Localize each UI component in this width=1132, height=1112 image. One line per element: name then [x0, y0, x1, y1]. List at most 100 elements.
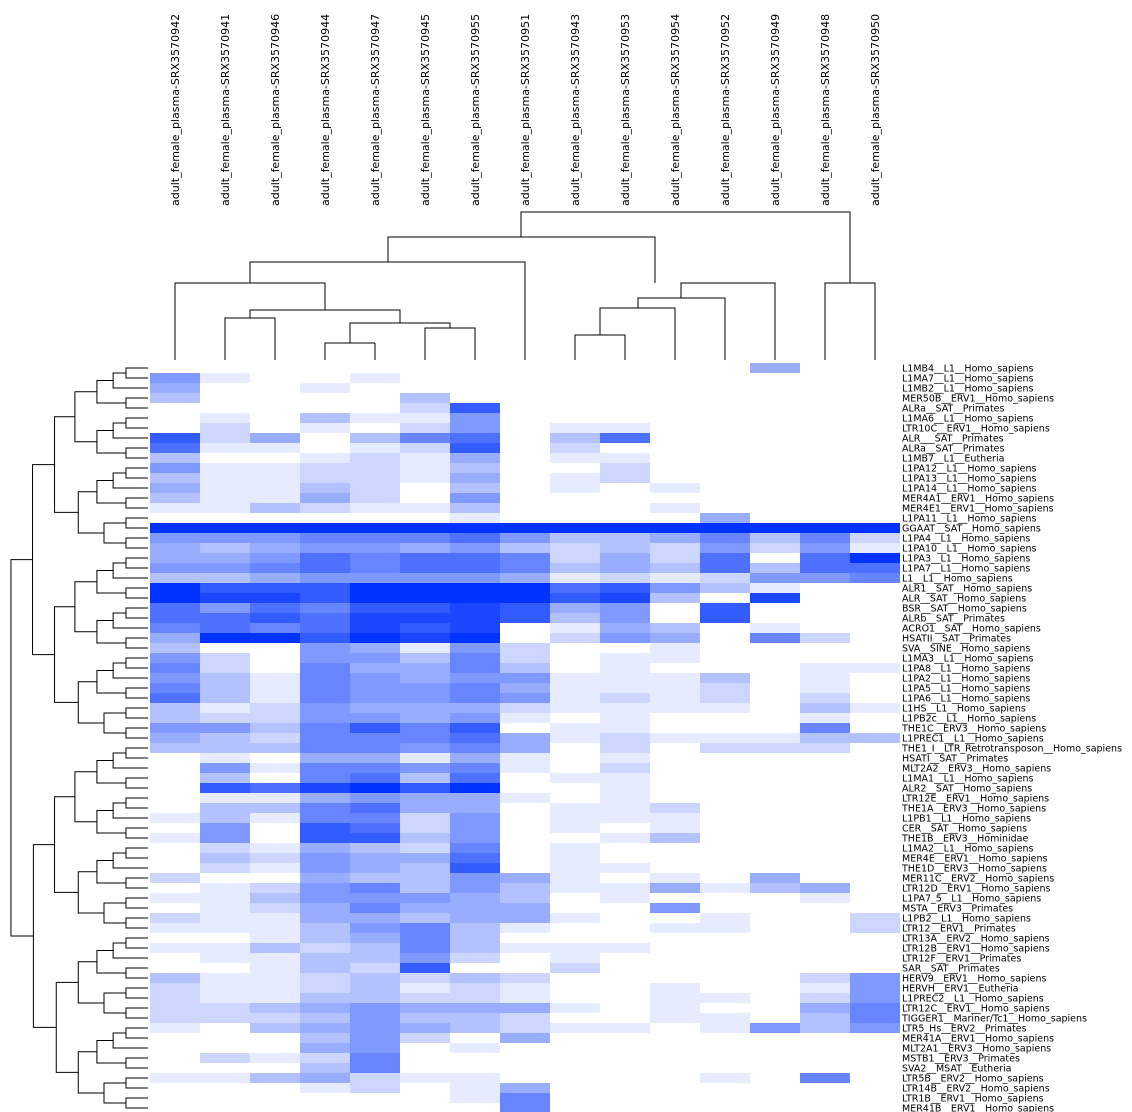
heatmap-cell — [300, 943, 350, 953]
heatmap-cell — [800, 863, 850, 873]
heatmap-cell — [300, 1053, 350, 1063]
heatmap-cell — [650, 553, 700, 563]
heatmap-cell — [700, 683, 750, 693]
heatmap-cell — [750, 1043, 800, 1053]
heatmap-cell — [750, 863, 800, 873]
heatmap-cell — [650, 913, 700, 923]
column-label: adult_female_plasma-SRX3570954 — [669, 14, 682, 206]
heatmap-cell — [750, 953, 800, 963]
heatmap-cell — [200, 973, 250, 983]
heatmap-cell — [200, 933, 250, 943]
heatmap-cell — [450, 623, 500, 633]
heatmap-cell — [750, 543, 800, 553]
row-label: L1PA7__L1__Homo_sapiens — [902, 564, 1030, 575]
heatmap-cell — [450, 993, 500, 1003]
heatmap-cell — [250, 963, 300, 973]
heatmap-cell — [450, 763, 500, 773]
heatmap-cell — [150, 893, 200, 903]
heatmap-cell — [400, 793, 450, 803]
heatmap-cell — [750, 643, 800, 653]
heatmap-cell — [200, 1073, 250, 1083]
heatmap-cell — [850, 783, 900, 793]
heatmap-cell — [200, 783, 250, 793]
heatmap-cell — [300, 813, 350, 823]
row-dendrogram-branch — [125, 657, 148, 669]
heatmap-cell — [200, 563, 250, 573]
heatmap-cell — [800, 1063, 850, 1073]
heatmap-cell — [650, 973, 700, 983]
heatmap-cell — [350, 503, 400, 513]
heatmap-cell — [750, 1063, 800, 1073]
heatmap-cell — [200, 573, 250, 583]
row-dendrogram-branch — [125, 897, 148, 909]
column-label: adult_female_plasma-SRX3570943 — [569, 14, 582, 206]
heatmap-cell — [550, 553, 600, 563]
heatmap-cell — [300, 883, 350, 893]
heatmap-cell — [450, 703, 500, 713]
heatmap-cell — [600, 643, 650, 653]
heatmap-cell — [200, 443, 250, 453]
row-dendrogram-branch — [77, 961, 104, 1004]
heatmap-cell — [700, 843, 750, 853]
heatmap-cell — [200, 723, 250, 733]
heatmap-cell — [750, 653, 800, 663]
heatmap-cell — [200, 553, 250, 563]
row-dendrogram-branch — [125, 467, 148, 479]
heatmap-cell — [350, 523, 400, 533]
heatmap-cell — [650, 693, 700, 703]
heatmap-cell — [600, 523, 650, 533]
heatmap-cell — [350, 543, 400, 553]
heatmap-cell — [800, 853, 850, 863]
row-dendrogram-branch — [125, 1057, 148, 1069]
heatmap-cell — [500, 983, 550, 993]
heatmap-cell — [150, 913, 200, 923]
heatmap-cell — [550, 873, 600, 883]
heatmap-cell — [500, 763, 550, 773]
heatmap-cell — [550, 1033, 600, 1043]
heatmap-cell — [800, 753, 850, 763]
row-label: SAR__SAT__Primates — [902, 964, 1000, 975]
heatmap-cell — [250, 1083, 300, 1093]
heatmap-cell — [500, 573, 550, 583]
heatmap-cell — [350, 1093, 400, 1103]
column-label: adult_female_plasma-SRX3570946 — [269, 14, 282, 206]
heatmap-cell — [500, 903, 550, 913]
heatmap-cell — [700, 753, 750, 763]
heatmap-cell — [250, 623, 300, 633]
heatmap-cell — [600, 933, 650, 943]
heatmap-cell — [800, 593, 850, 603]
heatmap-cell — [300, 903, 350, 913]
heatmap-cell — [850, 1053, 900, 1063]
heatmap-cell — [600, 573, 650, 583]
heatmap-cell — [250, 483, 300, 493]
heatmap-cell — [200, 983, 250, 993]
column-label: adult_female_plasma-SRX3570951 — [519, 14, 532, 206]
heatmap-cell — [650, 853, 700, 863]
heatmap-cell — [500, 603, 550, 613]
heatmap-cell — [400, 753, 450, 763]
heatmap-cell — [650, 663, 700, 673]
heatmap-cell — [650, 1003, 700, 1013]
heatmap-cell — [800, 973, 850, 983]
heatmap-cell — [700, 433, 750, 443]
heatmap-cell — [650, 513, 700, 523]
heatmap-cell — [550, 413, 600, 423]
heatmap-cell — [850, 513, 900, 523]
heatmap-cell — [450, 743, 500, 753]
heatmap-cell — [700, 893, 750, 903]
row-dendrogram-branch — [112, 942, 148, 959]
heatmap-cell — [650, 373, 700, 383]
heatmap-cell — [850, 663, 900, 673]
heatmap-cell — [300, 683, 350, 693]
heatmap-cell — [400, 383, 450, 393]
heatmap-cell — [700, 363, 750, 373]
heatmap-cell — [600, 1043, 650, 1053]
heatmap-cell — [150, 543, 200, 553]
heatmap-cell — [300, 513, 350, 523]
heatmap-cell — [800, 473, 850, 483]
heatmap-cell — [500, 953, 550, 963]
heatmap-cell — [850, 493, 900, 503]
heatmap-cell — [350, 903, 400, 913]
heatmap-cell — [350, 633, 400, 643]
heatmap-cell — [350, 1083, 400, 1093]
